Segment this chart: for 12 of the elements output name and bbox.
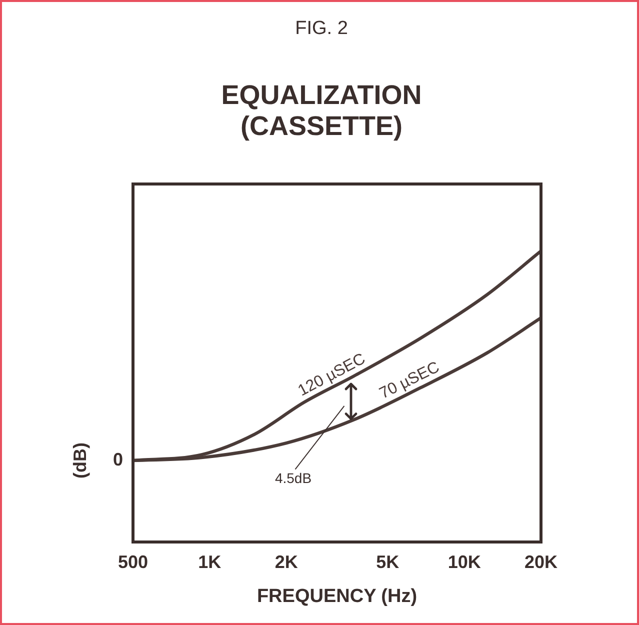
x-tick-label: 2K <box>274 552 298 572</box>
x-tick-label: 500 <box>118 552 148 572</box>
x-tick-label: 1K <box>198 552 222 572</box>
x-tick-label: 20K <box>524 552 558 572</box>
x-axis-title: FREQUENCY (Hz) <box>256 586 418 607</box>
x-tick-label: 5K <box>376 552 400 572</box>
y-axis-title: (dB) <box>70 442 90 478</box>
chart-title: EQUALIZATION (CASSETTE) <box>220 80 423 142</box>
annotation: 4.5dB <box>274 470 312 486</box>
chart-subtitle: FIG. 2 <box>294 18 349 40</box>
text: 0 <box>112 449 123 470</box>
x-tick-label: 10K <box>448 552 481 572</box>
